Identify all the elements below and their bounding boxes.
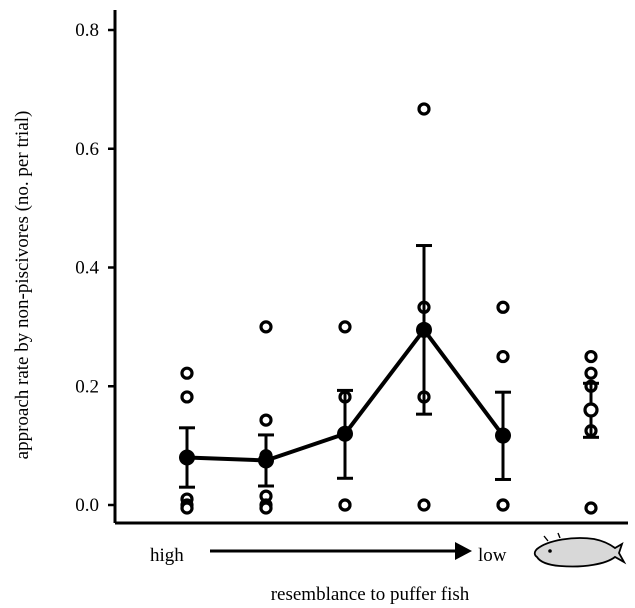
mean-marker	[495, 427, 511, 444]
y-axis-ticks: 0.0 0.2 0.4 0.6 0.8	[75, 20, 115, 516]
puffer-fish-icon	[533, 532, 627, 568]
data-point	[180, 390, 194, 404]
data-point	[496, 300, 510, 314]
data-point	[584, 501, 598, 515]
y-tick-label: 0.0	[75, 495, 99, 516]
data-point	[259, 501, 273, 515]
data-point	[338, 498, 352, 512]
data-point	[584, 366, 598, 380]
data-point	[496, 349, 510, 364]
data-point	[417, 498, 431, 512]
y-tick-label: 0.8	[75, 20, 99, 41]
data-point	[259, 320, 273, 334]
y-tick-label: 0.4	[75, 258, 99, 279]
data-points	[180, 102, 598, 515]
data-point	[180, 501, 194, 515]
y-tick-label: 0.2	[75, 376, 99, 397]
data-point	[180, 366, 194, 380]
data-point	[338, 320, 352, 334]
mean-marker-open	[583, 402, 599, 418]
data-point	[417, 102, 431, 116]
data-point	[259, 413, 273, 427]
x-annotation-high: high	[150, 545, 184, 566]
x-annotation-low: low	[478, 545, 507, 566]
data-point	[496, 498, 510, 512]
data-point	[584, 349, 598, 364]
y-tick-label: 0.6	[75, 139, 99, 160]
mean-marker	[258, 452, 274, 469]
error-bars	[179, 244, 599, 489]
mean-markers	[179, 321, 599, 469]
mean-marker	[416, 321, 432, 338]
direction-arrow-head	[455, 542, 472, 560]
y-axis-label: approach rate by non-piscivores (no. per…	[12, 111, 33, 460]
mean-marker	[337, 425, 353, 442]
x-axis-label: resemblance to puffer fish	[271, 584, 470, 605]
mean-marker	[179, 449, 195, 466]
